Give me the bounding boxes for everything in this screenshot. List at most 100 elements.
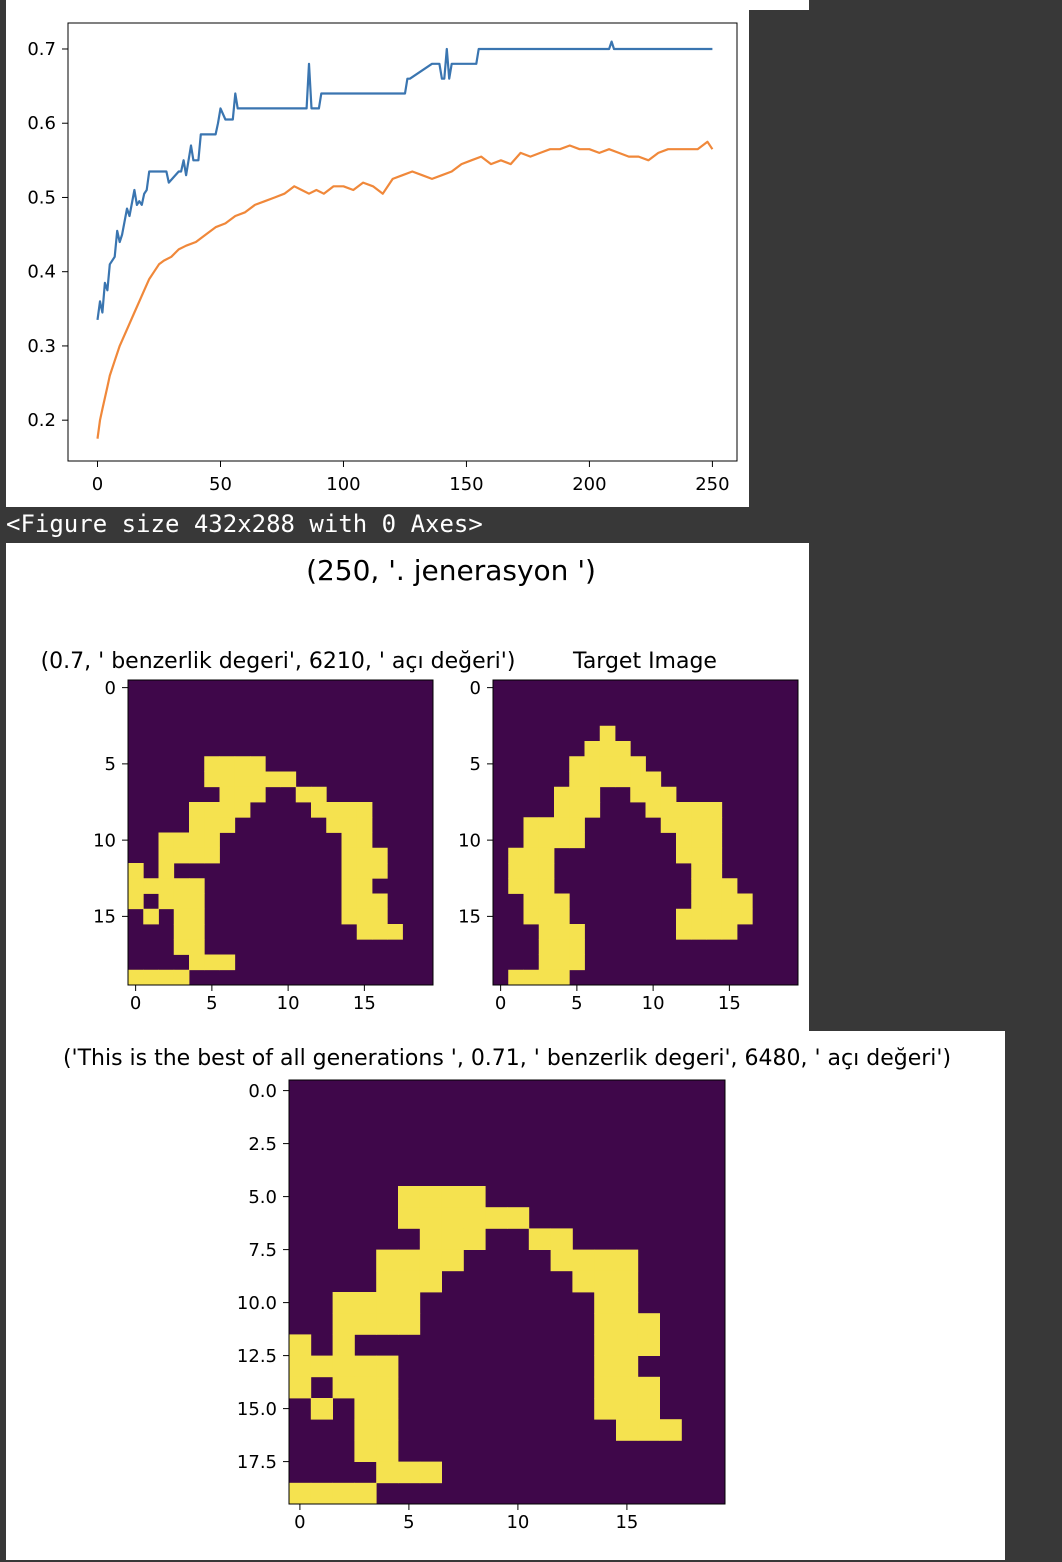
best-heatmap-cell [354, 1355, 377, 1378]
best-heatmap-cell [376, 1461, 399, 1484]
target-heatmap-cell [523, 893, 540, 910]
best-heatmap-cell [376, 1355, 399, 1378]
target-heatmap-cell [569, 939, 585, 955]
target-heatmap-cell [523, 969, 540, 986]
best-heatmap-cell [441, 1228, 464, 1250]
target-heatmap-cell [599, 741, 616, 757]
target-heatmap-cell [569, 817, 585, 833]
best-heatmap-cell [419, 1461, 442, 1484]
target-heatmap-cell [645, 786, 662, 803]
current-heatmap-cell [341, 908, 358, 925]
x-tick-label: 150 [449, 474, 483, 495]
current-heatmap-cell [173, 908, 190, 925]
target-heatmap-cell [676, 802, 692, 818]
best-generation-title: ('This is the best of all generations ',… [63, 1046, 951, 1071]
current-heatmap-cell [326, 802, 342, 818]
target-heatmap-cell [706, 847, 723, 864]
current-heatmap-cell [280, 771, 297, 788]
target-heatmap-cell [706, 878, 723, 894]
best-heatmap-cell [376, 1398, 399, 1420]
target-heatmap-cell [630, 786, 646, 803]
best-heatmap-cell [616, 1313, 639, 1335]
target-heatmap-cell [645, 802, 662, 818]
current-heatmap-cell [158, 969, 175, 986]
current-heatmap-cell [219, 954, 236, 971]
best-heatmap-cell [463, 1207, 486, 1229]
current-heatmap-cell [356, 802, 373, 818]
current-heatmap-cell [173, 832, 190, 849]
target-heatmap-cell [676, 847, 692, 864]
target-heatmap-cell [706, 863, 723, 879]
current-heatmap-y-tick-label: 10 [93, 830, 116, 851]
target-heatmap-cell [554, 939, 570, 955]
best-heatmap-cell [616, 1398, 639, 1420]
best-heatmap-cell [354, 1482, 377, 1505]
current-heatmap-y-tick-label: 5 [105, 754, 116, 775]
current-heatmap-cell [143, 969, 159, 986]
best-heatmap-y-tick-label: 2.5 [248, 1134, 277, 1155]
target-heatmap-cell [691, 802, 707, 818]
target-heatmap-cell [737, 893, 753, 910]
best-heatmap-cell [398, 1461, 421, 1484]
current-heatmap-cell [341, 802, 358, 818]
current-heatmap-cell [372, 863, 388, 879]
target-heatmap-cell [538, 969, 555, 986]
best-heatmap-cell [637, 1398, 660, 1420]
target-heatmap-cell [569, 802, 585, 818]
target-heatmap-cell [706, 908, 723, 925]
x-tick-label: 50 [209, 474, 232, 495]
target-heatmap-cell [523, 863, 540, 879]
target-heatmap-cell [660, 802, 677, 818]
current-heatmap-cell [372, 893, 388, 910]
best-heatmap-cell [332, 1376, 355, 1399]
target-heatmap-cell [706, 893, 723, 910]
target-heatmap-cell [584, 802, 601, 818]
target-heatmap-cell [584, 741, 601, 757]
target-heatmap-cell [554, 893, 570, 910]
current-heatmap-cell [219, 802, 236, 818]
best-heatmap-cell [398, 1207, 421, 1229]
best-heatmap-y-tick-label: 10.0 [237, 1293, 277, 1314]
current-heatmap-cell [265, 771, 281, 788]
best-heatmap-cell [594, 1398, 617, 1420]
best-heatmap-cell [289, 1355, 312, 1378]
target-heatmap-y-tick-label: 5 [470, 754, 481, 775]
target-heatmap-cell [706, 832, 723, 849]
best-heatmap-cell [594, 1355, 617, 1378]
target-heatmap-cell [691, 832, 707, 849]
best-heatmap-cell [616, 1419, 639, 1441]
current-heatmap-cell [158, 847, 175, 864]
best-heatmap-cell [376, 1419, 399, 1441]
current-heatmap-cell [128, 969, 144, 986]
current-heatmap-cell [173, 847, 190, 864]
best-heatmap-cell [550, 1228, 573, 1250]
best-heatmap-cell [419, 1249, 442, 1272]
current-heatmap-cell [158, 863, 175, 879]
current-heatmap-x-tick-label: 10 [277, 993, 300, 1014]
current-heatmap-cell [234, 771, 251, 788]
best-heatmap-cell [419, 1207, 442, 1229]
best-heatmap-cell [398, 1249, 421, 1272]
best-heatmap-cell [354, 1376, 377, 1399]
target-heatmap-cell [630, 771, 646, 788]
y-tick-label: 0.2 [27, 410, 56, 431]
target-heatmap-cell [538, 878, 555, 894]
current-heatmap-cell [372, 924, 388, 940]
best-heatmap-cell [354, 1398, 377, 1420]
current-heatmap-cell [250, 771, 266, 788]
target-heatmap-cell [554, 924, 570, 940]
current-heatmap-cell [173, 939, 190, 955]
current-heatmap-y-tick-label: 0 [105, 678, 116, 699]
current-heatmap-cell [128, 878, 144, 894]
current-heatmap-cell [189, 954, 205, 971]
current-heatmap-cell [311, 802, 327, 818]
target-heatmap-cell [508, 969, 524, 986]
current-heatmap-cell [372, 847, 388, 864]
target-heatmap-cell [523, 908, 540, 925]
best-heatmap-cell [332, 1292, 355, 1314]
target-heatmap-cell [523, 847, 540, 864]
target-heatmap-y-tick-label: 0 [470, 678, 481, 699]
best-heatmap-cell [594, 1270, 617, 1293]
target-heatmap-cell [706, 924, 723, 940]
